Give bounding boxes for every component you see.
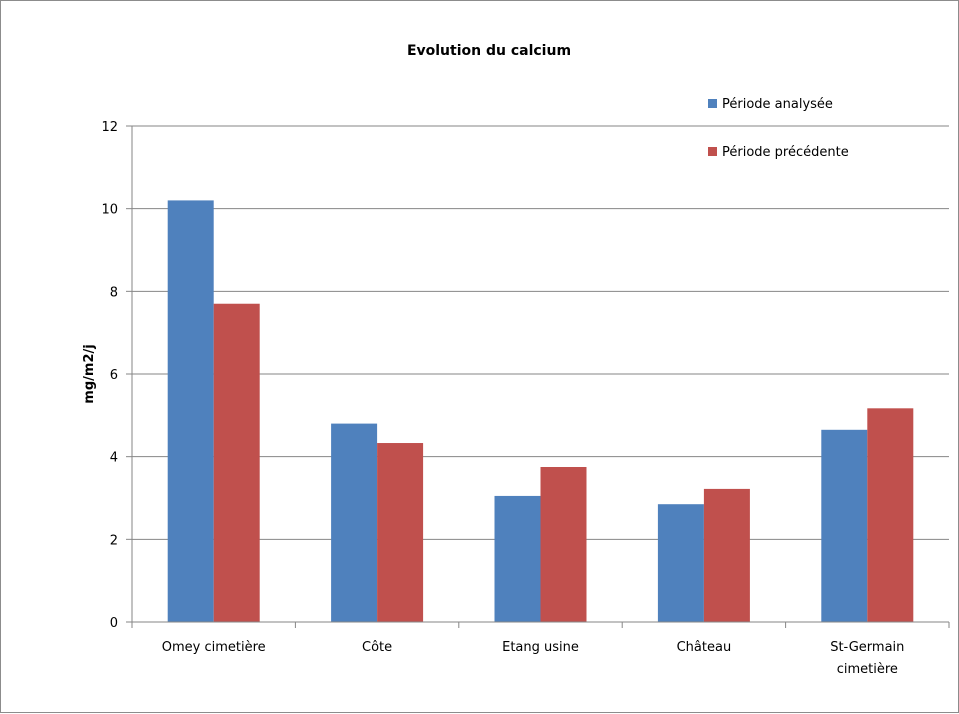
x-tick-label: cimetière	[837, 662, 898, 677]
x-tick-label: Château	[677, 640, 732, 655]
y-tick-label: 8	[110, 285, 118, 300]
chart-title: Evolution du calcium	[407, 43, 571, 59]
bars	[167, 200, 914, 622]
bar	[657, 504, 704, 622]
y-tick-label: 2	[110, 533, 118, 548]
legend-swatch	[708, 99, 717, 108]
bar	[331, 423, 378, 622]
tick-labels: 0 2 4 6 8 10 12 Omey cimetière Côte Etang usine Ch…	[101, 120, 904, 677]
y-tick-label: 0	[110, 616, 118, 631]
y-tick-label: 10	[101, 203, 118, 218]
bar	[821, 429, 868, 622]
bar	[167, 200, 214, 622]
x-tick-label: Côte	[362, 640, 392, 655]
y-tick-label: 4	[110, 451, 118, 466]
y-axis-label: mg/m2/j	[82, 344, 97, 403]
bar	[867, 408, 914, 622]
legend: Période analysée Période précédente	[708, 97, 849, 160]
y-tick-label: 12	[101, 120, 118, 135]
bar	[377, 443, 424, 622]
legend-swatch	[708, 147, 717, 156]
bar	[703, 488, 750, 622]
legend-label: Période analysée	[722, 97, 833, 112]
x-tick-label: Omey cimetière	[162, 640, 266, 655]
bar	[494, 495, 541, 622]
axes	[126, 125, 950, 628]
bar	[540, 467, 587, 622]
x-tick-label: Etang usine	[502, 640, 579, 655]
legend-label: Période précédente	[722, 145, 849, 160]
x-tick-label: St-Germain	[830, 640, 904, 655]
gridlines	[132, 125, 949, 540]
bar	[213, 303, 260, 622]
y-tick-label: 6	[110, 368, 118, 383]
